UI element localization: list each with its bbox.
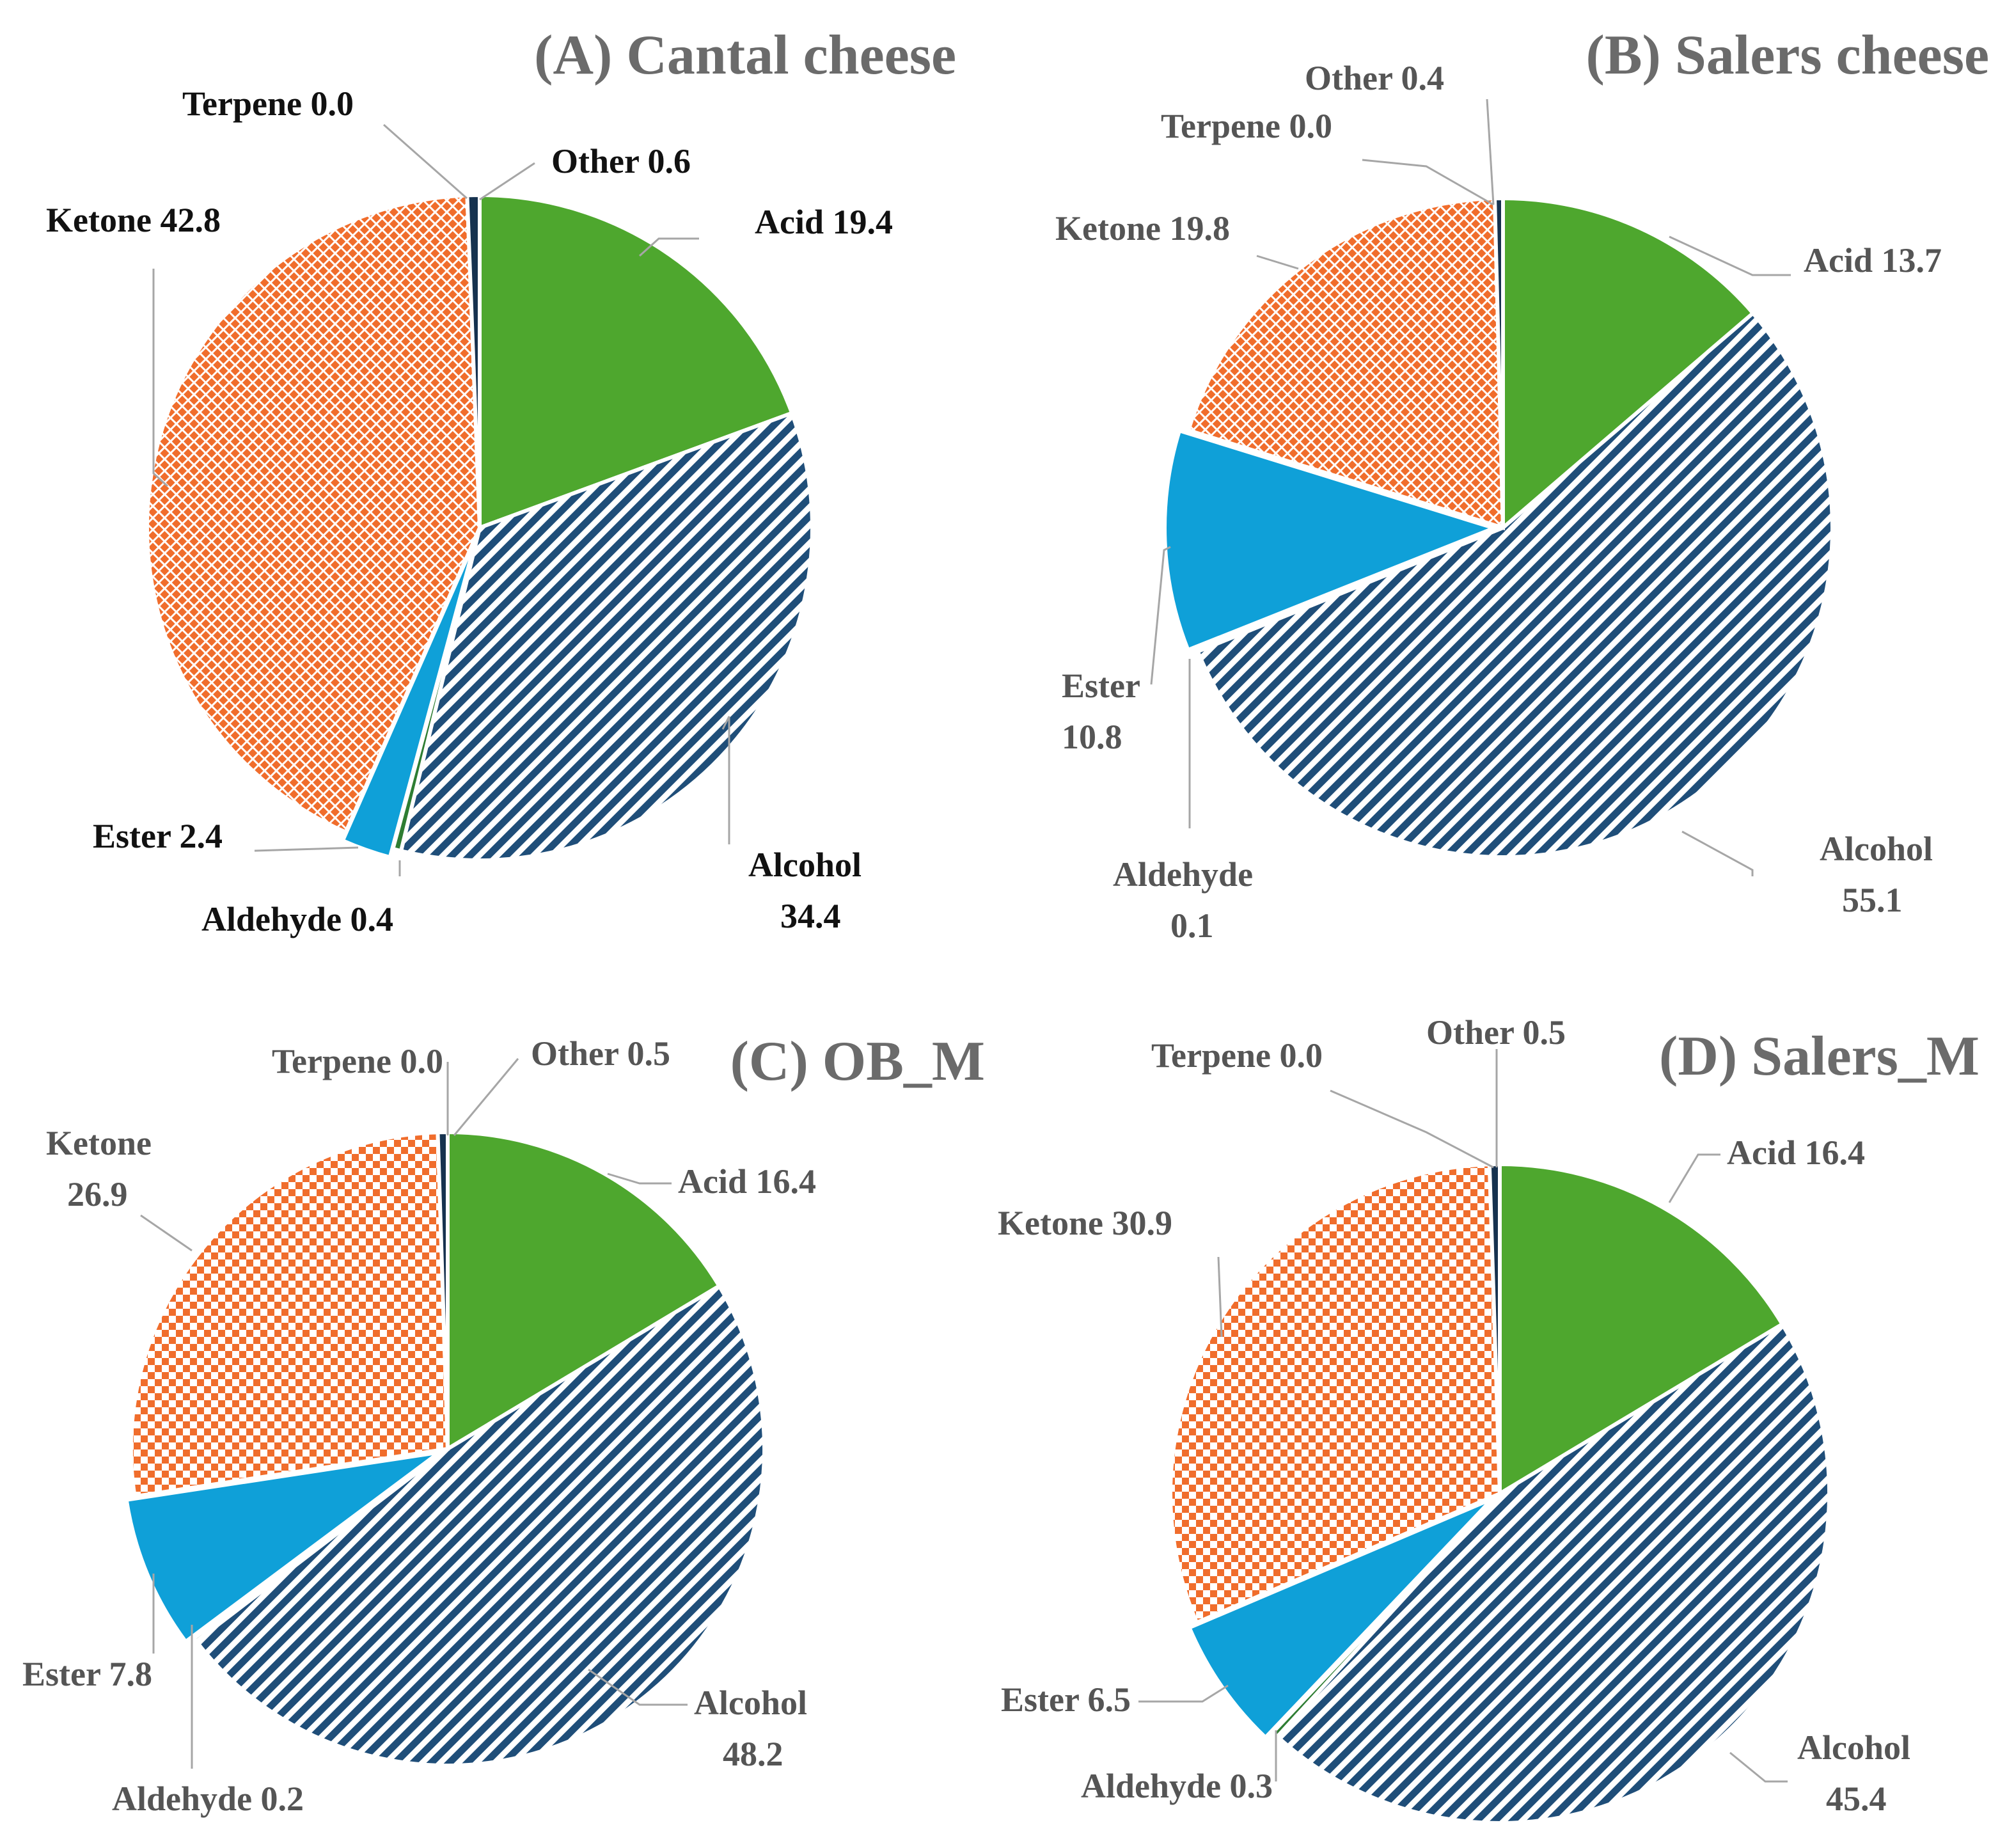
slice-other <box>465 193 482 528</box>
leader-lines <box>140 1058 688 1769</box>
slice-ketone <box>1186 196 1506 531</box>
slice-alcohol <box>1195 310 1834 859</box>
pie-slices <box>124 1130 766 1767</box>
slice-acid <box>1501 196 1756 532</box>
label-ketone-value: 26.9 <box>67 1175 128 1213</box>
slice-ketone <box>1168 1162 1502 1625</box>
slice-labels: Acid 19.4 Alcohol 34.4 Aldehyde 0.4 Este… <box>46 84 893 938</box>
label-aldehyde-value: 0.1 <box>1170 906 1214 945</box>
slice-ester <box>1186 1497 1494 1741</box>
label-terpene: Terpene 0.0 <box>1151 1036 1323 1075</box>
label-alcohol-value: 48.2 <box>723 1735 783 1773</box>
chart-title: (D) Salers_M <box>1659 1025 1979 1087</box>
slice-labels: Acid 13.7 Alcohol 55.1 Aldehyde 0.1 Este… <box>1055 59 1942 945</box>
panel-b-salers-cheese: (B) Salers cheese Acid 13.7 Alcohol 55.1… <box>1055 24 1989 945</box>
slice-labels: Acid 16.4 Alcohol 48.2 Aldehyde 0.2 Este… <box>22 1034 816 1818</box>
label-acid: Acid 16.4 <box>1727 1133 1865 1172</box>
label-aldehyde: Aldehyde 0.3 <box>1081 1767 1273 1805</box>
slice-ketone <box>129 1130 450 1499</box>
slice-alcohol <box>398 410 814 862</box>
pie-slices <box>145 193 814 862</box>
label-aldehyde: Aldehyde <box>1113 855 1253 894</box>
slice-ester <box>124 1450 441 1645</box>
leader-lines <box>152 123 730 876</box>
slice-other <box>1492 196 1505 528</box>
slice-alcohol <box>1274 1321 1832 1825</box>
leader-lines <box>1138 1049 1788 1783</box>
panel-d-salers-m: (D) Salers_M Acid 16.4 Alcohol 45.4 Alde… <box>998 1013 1979 1825</box>
label-alcohol: Alcohol <box>1820 830 1933 868</box>
slice-aldehyde <box>191 1447 449 1645</box>
label-other: Other 0.5 <box>531 1034 670 1073</box>
label-ester-value: 10.8 <box>1062 718 1122 756</box>
label-alcohol: Alcohol <box>1797 1728 1910 1767</box>
chart-title: (B) Salers cheese <box>1586 24 1989 86</box>
label-aldehyde: Aldehyde 0.4 <box>201 900 393 938</box>
chart-title: (A) Cantal cheese <box>534 24 956 86</box>
slice-aldehyde <box>1194 526 1504 654</box>
panel-c-ob-m: (C) OB_M Acid 16.4 Alcohol 48.2 Aldehyde… <box>22 1031 985 1818</box>
label-ester: Ester <box>1062 667 1140 705</box>
label-ketone: Ketone 19.8 <box>1055 209 1230 248</box>
leader-lines <box>1150 99 1791 876</box>
label-ketone: Ketone <box>46 1124 152 1162</box>
slice-labels: Acid 16.4 Alcohol 45.4 Aldehyde 0.3 Este… <box>998 1013 1910 1818</box>
pie-slices <box>1163 196 1834 859</box>
label-alcohol: Alcohol <box>694 1684 807 1722</box>
slice-ester <box>340 535 479 860</box>
label-ester: Ester 2.4 <box>93 817 223 855</box>
label-ester: Ester 7.8 <box>22 1655 152 1693</box>
label-other: Other 0.6 <box>551 142 691 180</box>
label-other: Other 0.5 <box>1426 1013 1566 1052</box>
label-alcohol-value: 34.4 <box>780 897 841 935</box>
label-acid: Acid 13.7 <box>1804 241 1942 280</box>
label-acid: Acid 19.4 <box>755 203 893 241</box>
label-ketone: Ketone 42.8 <box>46 201 221 239</box>
label-terpene: Terpene 0.0 <box>182 84 354 123</box>
panel-a-cantal-cheese: (A) Cantal cheese Acid 19.4 Alcohol 34.4… <box>46 24 956 938</box>
label-ketone: Ketone 30.9 <box>998 1204 1172 1242</box>
label-alcohol: Alcohol <box>748 846 862 884</box>
slice-alcohol <box>193 1283 766 1767</box>
label-aldehyde: Aldehyde 0.2 <box>112 1780 304 1818</box>
label-alcohol-value: 55.1 <box>1842 881 1903 919</box>
chart-title: (C) OB_M <box>730 1031 985 1093</box>
label-other: Other 0.4 <box>1305 59 1444 97</box>
slice-acid <box>1498 1162 1785 1497</box>
slice-acid <box>446 1130 722 1453</box>
slice-acid <box>478 193 794 531</box>
label-terpene: Terpene 0.0 <box>272 1042 443 1080</box>
label-alcohol-value: 45.4 <box>1826 1780 1887 1818</box>
label-terpene: Terpene 0.0 <box>1161 107 1332 145</box>
label-ester: Ester 6.5 <box>1001 1680 1131 1719</box>
pie-slices <box>1168 1162 1832 1825</box>
label-acid: Acid 16.4 <box>678 1162 816 1201</box>
slice-ester <box>1163 428 1500 652</box>
